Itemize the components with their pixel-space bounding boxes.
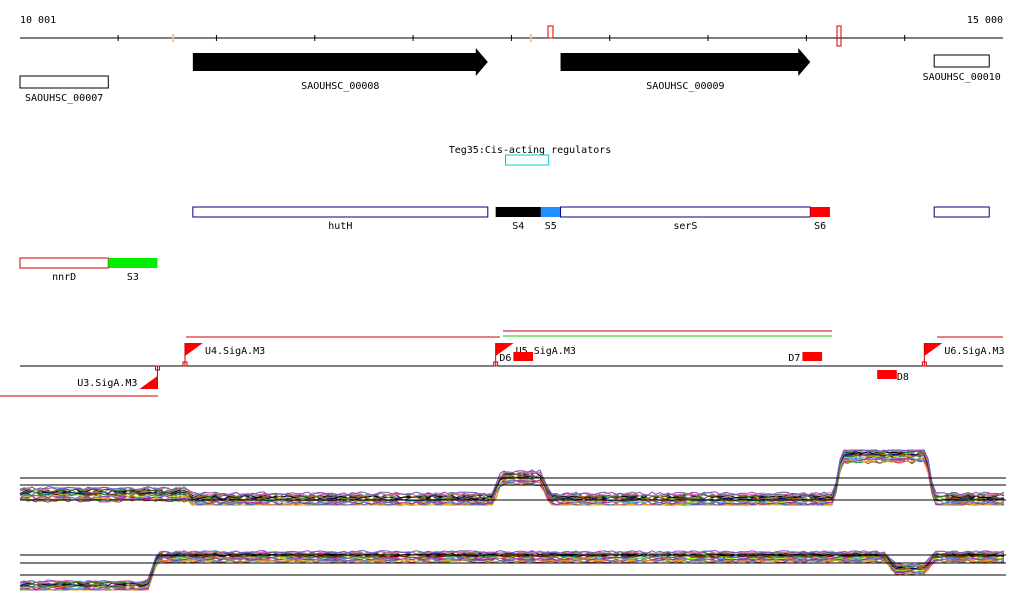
terminator-block[interactable] [877,370,897,379]
annotation-S3[interactable]: S3 [108,258,158,283]
promoter-anchor [182,361,188,367]
promoter-label: U3.SigA.M3 [77,378,137,389]
annotation-box[interactable] [19,257,109,269]
terminators: D6 D7 D8 [499,352,909,383]
gene-box[interactable] [933,54,990,68]
terminator-feature[interactable]: D6 [499,352,534,364]
expression-track-1 [19,449,1006,506]
annotation-box[interactable] [933,206,990,218]
terminator-label: D8 [897,372,909,383]
promoter-feature[interactable]: U4.SigA.M3 [182,343,265,367]
gene-track: SAOUHSC_00007 SAOUHSC_00008 SAOUHSC_00009 S… [19,48,1001,104]
promoter-label: U4.SigA.M3 [205,346,265,357]
annotation-serS[interactable]: serS [560,206,811,232]
annotation-hutH[interactable]: hutH [192,206,489,232]
gene-feature[interactable]: SAOUHSC_00007 [19,75,109,104]
annotation-label: hutH [328,221,352,232]
annotation-nnrD[interactable]: nnrD [19,257,109,283]
coordinate-ruler: 10 001 15 000 [20,15,1003,47]
annotation-label: S6 [814,221,826,232]
promoter-anchor [921,361,927,367]
promoter-anchor [493,361,499,367]
annotation-row-1: hutH S4 S5 serS S6 [192,206,990,232]
expression-series-line [19,449,1005,496]
terminator-feature[interactable]: D8 [877,370,909,383]
cis-regulator-track: Teg35:Cis-acting regulators [449,145,612,166]
promoters: U3.SigA.M3 U4.SigA.M3 U5.SigA.M3 U6.SigA.M3 [77,343,1005,389]
ruler-start-label: 10 001 [20,15,56,26]
terminator-label: D6 [499,353,511,364]
expression-series-line [19,550,1005,583]
annotation-label: S5 [545,221,557,232]
terminator-feature[interactable]: D7 [788,352,823,364]
annotation-block[interactable] [495,207,541,217]
promoter-flag[interactable] [139,376,158,389]
gene-arrow[interactable] [192,48,488,76]
gene-label: SAOUHSC_00007 [25,93,103,104]
gene-feature[interactable]: SAOUHSC_00010 [923,54,1001,83]
annotation-row-2: nnrD S3 [19,257,158,283]
annotation-box[interactable] [560,206,811,218]
promoter-flag[interactable] [924,343,943,356]
gene-label: SAOUHSC_00009 [646,81,724,92]
annotation-S6[interactable]: S6 [810,207,830,232]
ruler-markers [172,25,842,47]
annotation-block[interactable] [810,207,830,217]
annotation-unnamed[interactable] [933,206,990,218]
annotation-label: serS [673,221,697,232]
promoter-feature[interactable]: U6.SigA.M3 [921,343,1005,367]
promoter-flag[interactable] [184,343,203,356]
annotation-block[interactable] [540,207,561,217]
annotation-label: S4 [512,221,524,232]
promoter-track: U3.SigA.M3 U4.SigA.M3 U5.SigA.M3 U6.SigA.M3… [0,330,1005,397]
annotation-S4[interactable]: S4 [495,207,541,232]
promoter-feature[interactable]: U5.SigA.M3 [493,343,576,367]
annotation-label: nnrD [52,272,76,283]
terminator-label: D7 [788,353,800,364]
annotation-block[interactable] [108,258,158,268]
gene-arrow[interactable] [560,48,811,76]
annotation-box[interactable] [192,206,489,218]
gene-feature[interactable]: SAOUHSC_00009 [560,48,811,92]
annotation-label: S3 [127,272,139,283]
ruler-ticks [117,35,906,41]
gene-feature[interactable]: SAOUHSC_00008 [192,48,488,92]
terminator-block[interactable] [802,352,823,361]
expression-track-2 [19,550,1006,591]
gene-label: SAOUHSC_00010 [923,72,1001,83]
gene-label: SAOUHSC_00008 [301,81,379,92]
promoter-label: U6.SigA.M3 [944,346,1004,357]
promoter-flag[interactable] [495,343,514,356]
cis-regulator-label: Teg35:Cis-acting regulators [449,145,612,156]
promoter-anchor [154,365,160,371]
promoter-label: U5.SigA.M3 [516,346,576,357]
gene-box[interactable] [19,75,109,89]
cis-regulator-box[interactable] [505,154,550,166]
ruler-end-label: 15 000 [967,15,1003,26]
terminator-block[interactable] [513,352,534,361]
promoter-feature[interactable]: U3.SigA.M3 [77,365,160,389]
annotation-S5[interactable]: S5 [540,207,561,232]
